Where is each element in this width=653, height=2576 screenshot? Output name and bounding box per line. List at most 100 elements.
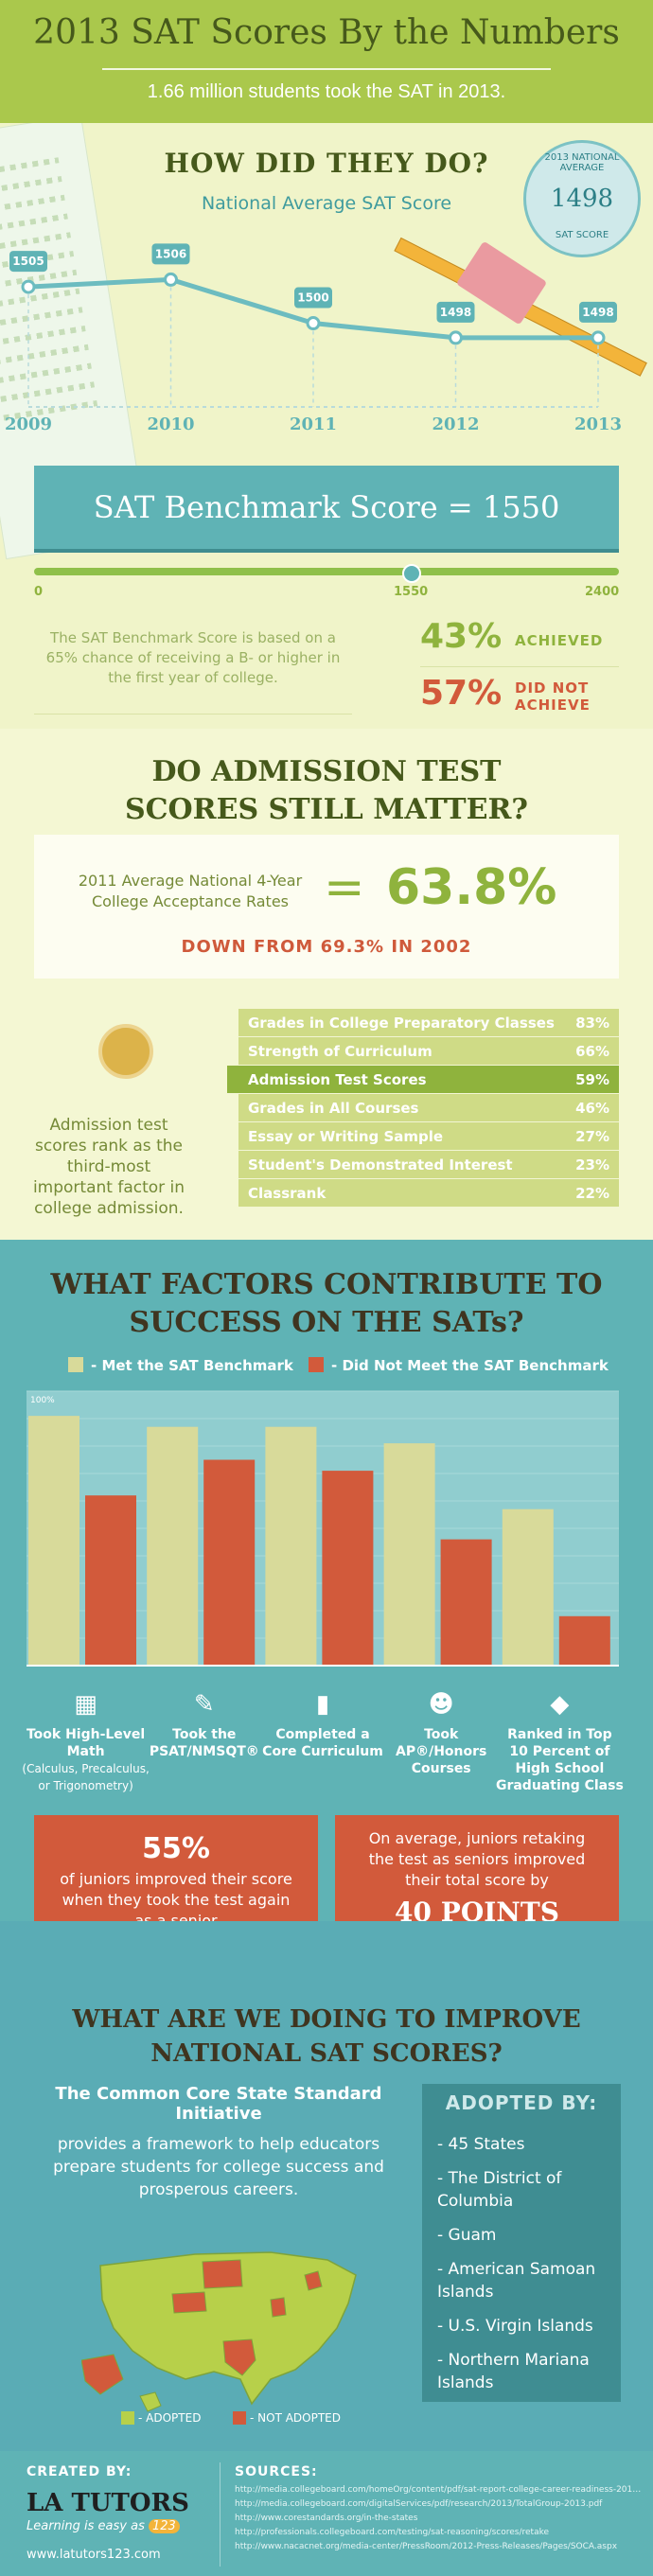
line-point: [591, 330, 606, 345]
factor-label: Grades in College Preparatory Classes: [248, 1014, 555, 1032]
category-label: Ranked in Top 10 Percent of High School Gra…: [495, 1726, 624, 1794]
factor-label: Admission Test Scores: [248, 1070, 427, 1088]
category-label-line: Took the: [172, 1727, 237, 1742]
factor-label: Essay or Writing Sample: [248, 1127, 444, 1145]
legend-adopted-label: - ADOPTED: [138, 2411, 202, 2425]
not-achieved-pct: 57%: [420, 674, 503, 713]
factor-label: Strength of Curriculum: [248, 1042, 432, 1060]
line-point: [306, 316, 321, 331]
book-icon: ▮: [315, 1690, 330, 1719]
category-label: Took the PSAT/NMSQT®: [140, 1726, 269, 1760]
bar-not-met: [203, 1459, 256, 1666]
factor-value: 46%: [575, 1099, 609, 1117]
pct-divider: [420, 666, 619, 667]
bar-met: [147, 1426, 199, 1666]
bar-chart: 100%90%80%70%60%50%40%30%20%10%: [26, 1390, 619, 1667]
category-label-line: PSAT/NMSQT®: [149, 1744, 259, 1759]
adopted-title: ADOPTED BY:: [445, 2091, 598, 2114]
benchmark-title: SAT Benchmark Score = 1550: [93, 489, 560, 525]
category-label-line: Graduating Class: [495, 1778, 624, 1793]
admission-note: Admission test scores rank as the third-…: [32, 1116, 185, 1218]
category-label-group: ▦ Took High-Level Math (Calculus, Precalcul…: [22, 1688, 150, 1794]
category-label-group: ▮ Completed a Core Curriculum: [258, 1688, 387, 1760]
improve-title: WHAT ARE WE DOING TO IMPROVE NATIONAL SA…: [0, 2003, 653, 2071]
achieved-pct: 43%: [420, 617, 503, 656]
line-point: [21, 279, 36, 294]
sources-label: SOURCES:: [235, 2464, 318, 2479]
initiative-name: The Common Core State Standard Initiativ…: [55, 2084, 382, 2124]
retake-pct-text: of juniors improved their score when the…: [60, 1870, 292, 1921]
legend-not-met-label: - Did Not Meet the SAT Benchmark: [331, 1357, 609, 1374]
line-point: [449, 330, 463, 345]
data-label: 1505: [12, 255, 44, 268]
scale-max-label: 2400: [585, 585, 620, 599]
adopted-item: - U.S. Virgin Islands: [437, 2317, 593, 2336]
factor-value: 22%: [575, 1184, 609, 1202]
adopted-item: - The District of Columbia: [437, 2169, 562, 2211]
source-link[interactable]: http://professionals.collegeboard.com/te…: [235, 2528, 550, 2537]
retake-points-text: On average, juniors retaking the test as…: [368, 1829, 586, 1889]
category-label-group: ☻ Took AP®/Honors Courses: [377, 1688, 505, 1777]
award-ribbon-icon: [98, 1024, 153, 1079]
adopted-item: - Guam: [437, 2226, 497, 2245]
bar-met: [383, 1443, 435, 1666]
logo-la: LA: [26, 2489, 63, 2517]
x-tick-label: 2011: [290, 415, 337, 434]
adopted-item: - Northern Mariana Islands: [437, 2351, 590, 2392]
bar-met: [502, 1509, 554, 1666]
line-chart: 1505 2009 1506 2010 1500 2011 1498 2012 1498 2013: [5, 243, 622, 434]
factor-label: Classrank: [248, 1184, 326, 1202]
national-average-badge: 2013 NATIONAL AVERAGE 1498 SAT SCORE: [523, 140, 641, 257]
benchmark-scale-bar: [34, 568, 619, 575]
scale-min-label: 0: [34, 585, 44, 599]
badge-top-text: 2013 NATIONAL AVERAGE: [544, 152, 620, 173]
source-link[interactable]: http://media.collegeboard.com/homeOrg/co…: [235, 2485, 642, 2495]
source-link[interactable]: http://www.nacacnet.org/media-center/Pre…: [235, 2542, 618, 2551]
desc-divider: [34, 714, 352, 715]
website-link[interactable]: www.latutors123.com: [26, 2548, 161, 2562]
category-label: Took High-Level Math (Calculus, Precalculu…: [22, 1726, 150, 1794]
data-label-box: [9, 251, 47, 273]
source-link[interactable]: http://www.corestandards.org/in-the-stat…: [235, 2514, 418, 2523]
badge-bottom-text: SAT SCORE: [555, 230, 609, 240]
line-chart-title: National Average SAT Score: [201, 193, 452, 214]
title-divider: [102, 68, 551, 70]
success-title-line1: WHAT FACTORS CONTRIBUTE TO: [50, 1268, 603, 1301]
footer-section: CREATED BY: LA TUTORS Learning is easy a…: [0, 2451, 653, 2576]
category-label-line: Core Curriculum: [262, 1744, 383, 1759]
header-section: 2013 SAT Scores By the Numbers 1.66 mill…: [0, 0, 653, 123]
footer-divider: [220, 2462, 221, 2567]
factor-label: Student's Demonstrated Interest: [248, 1156, 513, 1173]
x-tick-label: 2009: [5, 415, 52, 434]
x-tick-label: 2012: [432, 415, 479, 434]
acceptance-rate-box: 2011 Average National 4-Year College Acc…: [34, 835, 619, 979]
category-label-line: (Calculus, Precalculus,: [22, 1762, 150, 1775]
adopted-list: - 45 States - The District of Columbia - G…: [437, 2133, 617, 2406]
factor-value: 27%: [575, 1127, 609, 1145]
category-label-line: Courses: [411, 1761, 471, 1776]
adopted-item: - 45 States: [437, 2135, 525, 2154]
student-icon: ☻: [428, 1690, 454, 1719]
factor-row: Classrank 22%: [238, 1179, 619, 1208]
success-section: WHAT FACTORS CONTRIBUTE TO SUCCESS ON TH…: [0, 1240, 653, 1921]
scale-mark-label: 1550: [394, 585, 429, 599]
logo-tagline: Learning is easy as 123: [26, 2519, 180, 2533]
question-title: HOW DID THEY DO?: [164, 148, 489, 179]
achieved-label: ACHIEVED: [515, 632, 604, 649]
benchmark-description: The SAT Benchmark Score is based on a 65…: [45, 629, 341, 686]
success-title: WHAT FACTORS CONTRIBUTE TO SUCCESS ON TH…: [0, 1266, 653, 1342]
bar-not-met: [322, 1471, 374, 1666]
sources-list: http://media.collegeboard.com/homeOrg/co…: [235, 2483, 642, 2554]
factor-value: 23%: [575, 1156, 609, 1173]
category-label-group: ✎ Took the PSAT/NMSQT®: [140, 1688, 269, 1760]
source-link[interactable]: http://media.collegeboard.com/digitalSer…: [235, 2499, 603, 2509]
data-label-box: [579, 301, 617, 323]
retake-points-value: 40 POINTS: [395, 1897, 559, 1921]
bar-not-met: [85, 1495, 136, 1666]
test-paper-icon: ✎: [193, 1690, 215, 1719]
category-label-line: Completed a: [275, 1727, 370, 1742]
page-title: 2013 SAT Scores By the Numbers: [33, 13, 620, 52]
admission-title: DO ADMISSION TEST SCORES STILL MATTER?: [0, 753, 653, 829]
adopted-by-box: ADOPTED BY: - 45 States - The District of…: [422, 2084, 621, 2402]
success-title-line2: SUCCESS ON THE SATs?: [129, 1306, 524, 1339]
